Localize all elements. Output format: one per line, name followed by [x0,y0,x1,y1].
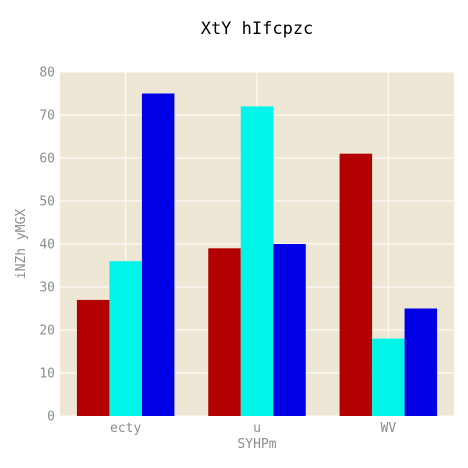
y-tick-label: 50 [39,195,55,210]
y-tick-label: 80 [39,66,55,81]
y-tick-label: 30 [39,281,55,296]
y-tick-label: 40 [39,238,55,253]
bar [339,153,373,416]
bar [273,244,306,416]
x-tick-label: ecty [110,421,141,436]
bar [109,261,142,416]
bar [372,338,405,416]
y-tick-label: 60 [39,152,55,167]
x-tick-label: u [253,421,261,436]
bar [141,93,175,416]
x-tick-label: WV [381,421,397,436]
x-axis-label: SYHPm [237,437,276,452]
y-tick-label: 0 [47,410,55,425]
x-tick-labels: ecty u WV [110,421,396,436]
bar [76,299,110,416]
y-tick-label: 20 [39,324,55,339]
bar [208,248,241,416]
y-tick-label: 10 [39,367,55,382]
y-tick-label: 70 [39,109,55,124]
y-axis-label: iNZh yMGX [14,209,29,280]
y-tick-labels: 0 10 20 30 40 50 60 70 80 [39,66,55,425]
bar [404,308,438,416]
chart-title: XtY hIfcpzc [201,19,314,39]
bar [240,106,274,417]
bars [76,93,438,417]
